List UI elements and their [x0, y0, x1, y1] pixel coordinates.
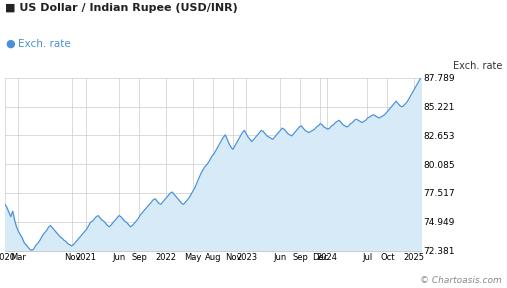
Text: Exch. rate: Exch. rate — [18, 39, 70, 49]
Text: ■ US Dollar / Indian Rupee (USD/INR): ■ US Dollar / Indian Rupee (USD/INR) — [5, 3, 238, 13]
Text: ●: ● — [5, 39, 15, 49]
Text: © Chartoasis.com: © Chartoasis.com — [420, 276, 502, 285]
Text: Exch. rate: Exch. rate — [453, 60, 502, 71]
